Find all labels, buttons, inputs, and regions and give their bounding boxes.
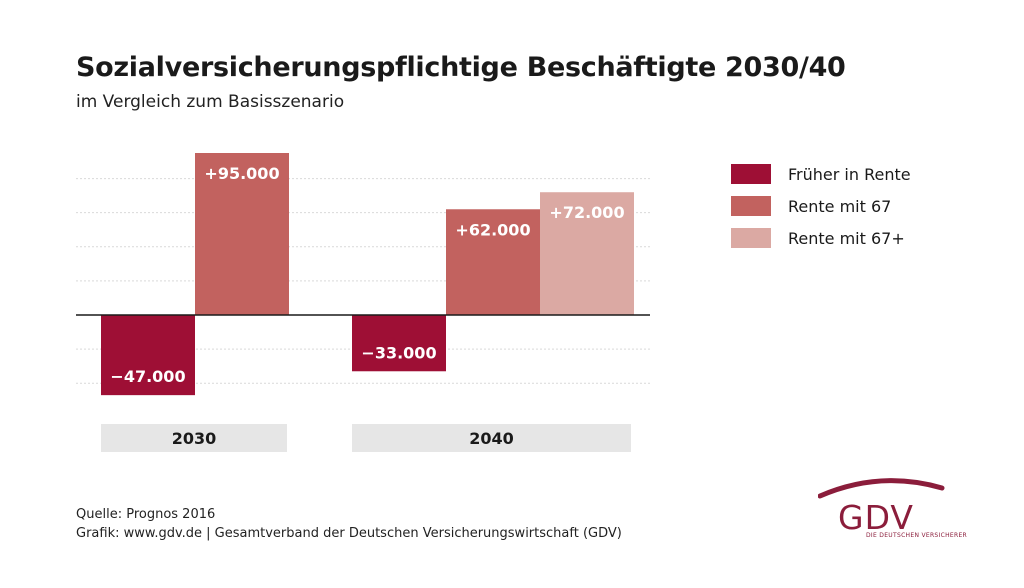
- legend-item-rente-mit-67: Rente mit 67: [731, 190, 911, 222]
- category-box-2030: [101, 424, 287, 452]
- bar-2040-series-1: [446, 209, 540, 315]
- legend-label-rente-mit-67-plus: Rente mit 67+: [788, 228, 905, 248]
- legend-label-rente-mit-67: Rente mit 67: [788, 196, 892, 216]
- chart-subtitle: im Vergleich zum Basisszenario: [76, 92, 345, 112]
- legend-item-frueher-in-rente: Früher in Rente: [731, 158, 911, 190]
- bar-2040-series-0: [352, 315, 446, 372]
- legend-item-rente-mit-67-plus: Rente mit 67+: [731, 222, 911, 254]
- legend-swatch-frueher-in-rente: [731, 164, 771, 184]
- logo-text: GDV: [838, 498, 914, 537]
- legend-swatch-rente-mit-67: [731, 196, 771, 216]
- bar-2030-series-0: [101, 315, 195, 396]
- legend-swatch-rente-mit-67-plus: [731, 228, 771, 248]
- bar-2030-series-1: [195, 153, 289, 315]
- bar-label: +62.000: [455, 220, 530, 239]
- bar-label: +72.000: [549, 203, 624, 222]
- footer-source: Quelle: Prognos 2016: [76, 507, 216, 522]
- footer-credit: Grafik: www.gdv.de | Gesamtverband der D…: [76, 526, 622, 541]
- legend-label-frueher-in-rente: Früher in Rente: [788, 164, 911, 184]
- category-box-2040: [352, 424, 631, 452]
- bar-2040-series-2: [540, 192, 634, 315]
- bar-label: +95.000: [204, 164, 279, 183]
- footer: Quelle: Prognos 2016 Grafik: www.gdv.de …: [76, 505, 622, 543]
- bar-label: −47.000: [110, 367, 185, 386]
- bar-label: −33.000: [361, 343, 436, 362]
- category-label-2030: 2030: [172, 429, 217, 448]
- category-label-2040: 2040: [469, 429, 514, 448]
- logo-arc-icon: [818, 478, 945, 499]
- legend: Früher in Rente Rente mit 67 Rente mit 6…: [731, 158, 911, 254]
- chart-title: Sozialversicherungspflichtige Beschäftig…: [76, 52, 846, 83]
- gdv-logo: GDV DIE DEUTSCHEN VERSICHERER: [818, 474, 968, 544]
- logo-tagline: DIE DEUTSCHEN VERSICHERER: [866, 532, 968, 539]
